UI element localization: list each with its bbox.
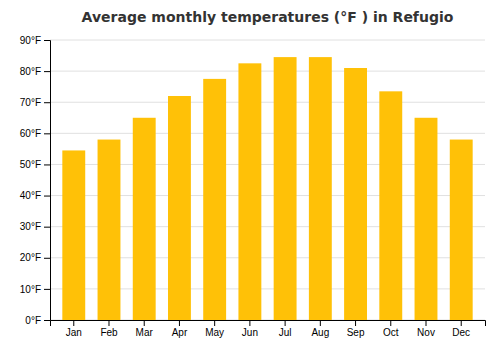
x-axis-line (51, 321, 486, 327)
y-tick: 90°F (20, 35, 50, 46)
y-tick-mark (44, 133, 50, 134)
bar (62, 150, 85, 320)
x-tick-mark (144, 320, 145, 326)
x-tick-mark (73, 320, 74, 326)
y-tick-mark (44, 258, 50, 259)
y-axis: 0°F 10°F 20°F 30°F 40°F 50°F 60°F 70°F 80°F 90°F (20, 35, 51, 326)
y-tick: 20°F (20, 252, 50, 263)
bar (238, 63, 261, 320)
x-tick: Oct (383, 320, 399, 338)
x-tick-label: Feb (100, 327, 118, 338)
x-tick-mark (214, 320, 215, 326)
x-tick-label: Sep (347, 327, 365, 338)
x-tick-mark (108, 320, 109, 326)
bar (415, 118, 438, 320)
x-tick-label: Jun (242, 327, 258, 338)
x-tick-mark (390, 320, 391, 326)
x-tick-mark (461, 320, 462, 326)
x-tick-label: Oct (383, 327, 399, 338)
x-tick: Aug (311, 320, 329, 338)
x-tick-label: May (205, 327, 224, 338)
bars (62, 57, 472, 320)
bar (203, 79, 226, 320)
y-tick-mark (44, 164, 50, 165)
y-tick-label: 30°F (20, 221, 41, 232)
y-tick-label: 20°F (20, 252, 41, 263)
title: Average monthly temperatures (°F ) in Re… (82, 9, 454, 25)
x-tick: Nov (417, 320, 435, 338)
y-tick: 60°F (20, 128, 50, 139)
x-tick: Dec (452, 320, 470, 338)
y-tick-label: 60°F (20, 128, 41, 139)
x-tick-label: Jan (66, 327, 82, 338)
x-tick-label: Dec (452, 327, 470, 338)
grid-line (50, 71, 485, 72)
y-tick: 30°F (20, 221, 50, 232)
y-tick-label: 0°F (25, 315, 41, 326)
chart: 0°F 10°F 20°F 30°F 40°F 50°F 60°F 70°F 80°F 90°F J… (0, 0, 500, 350)
x-tick-mark (320, 320, 321, 326)
bar (133, 118, 156, 320)
x-tick-label: Aug (311, 327, 329, 338)
bar (344, 68, 367, 320)
grid (50, 40, 485, 320)
x-tick-label: Mar (136, 327, 154, 338)
x-tick-label: Apr (172, 327, 188, 338)
x-tick-mark (426, 320, 427, 326)
x-tick-mark (355, 320, 356, 326)
y-tick-mark (44, 40, 50, 41)
y-tick: 80°F (20, 66, 50, 77)
x-tick-mark (249, 320, 250, 326)
x-tick: Apr (172, 320, 188, 338)
y-tick-mark (44, 320, 50, 321)
bar (274, 57, 297, 320)
y-tick-mark (44, 196, 50, 197)
grid-line (50, 40, 485, 41)
x-tick: May (205, 320, 224, 338)
y-tick: 50°F (20, 159, 50, 170)
y-tick-mark (44, 102, 50, 103)
x-tick: Jan (66, 320, 82, 338)
y-tick-label: 70°F (20, 97, 41, 108)
x-tick-label: Nov (417, 327, 435, 338)
y-tick: 70°F (20, 97, 50, 108)
y-tick-label: 80°F (20, 66, 41, 77)
y-tick-label: 40°F (20, 190, 41, 201)
x-tick-label: Jul (279, 327, 292, 338)
bar (450, 140, 473, 320)
bar (98, 140, 121, 320)
bar (379, 91, 402, 320)
x-tick: Jun (242, 320, 258, 338)
y-tick-label: 10°F (20, 284, 41, 295)
x-axis: Jan Feb Mar Apr May Jun Jul Aug Sep Oct Nov Dec (51, 320, 486, 338)
bar (168, 96, 191, 320)
y-tick: 40°F (20, 190, 50, 201)
y-tick-mark (44, 227, 50, 228)
y-tick: 10°F (20, 284, 50, 295)
x-tick-mark (285, 320, 286, 326)
y-tick-label: 90°F (20, 35, 41, 46)
plot: 0°F 10°F 20°F 30°F 40°F 50°F 60°F 70°F 80°F 90°F J… (20, 35, 486, 338)
grid-line (50, 102, 485, 103)
y-tick-label: 50°F (20, 159, 41, 170)
y-tick-mark (44, 71, 50, 72)
x-tick-mark (179, 320, 180, 326)
x-tick: Mar (136, 320, 154, 338)
y-tick-mark (44, 289, 50, 290)
y-tick: 0°F (25, 315, 50, 326)
x-tick: Jul (279, 320, 292, 338)
x-tick: Feb (100, 320, 118, 338)
bar (309, 57, 332, 320)
y-axis-line (44, 41, 51, 321)
x-tick: Sep (347, 320, 365, 338)
